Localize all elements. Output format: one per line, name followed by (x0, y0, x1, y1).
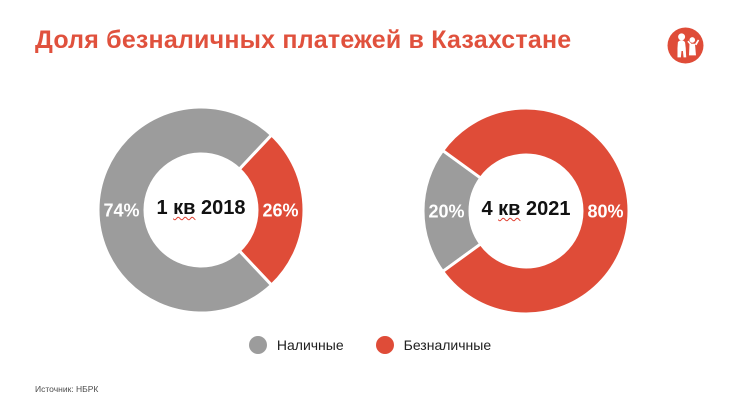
legend: Наличные Безналичные (0, 336, 740, 354)
donut-center-label: 4 кв 2021 (441, 198, 611, 221)
legend-item-label: Наличные (276, 337, 344, 353)
center-label-text: 4 (481, 198, 499, 220)
adult-and-child-people-logo-icon (667, 27, 704, 64)
donut-1q2018: 26% 74% (96, 105, 306, 315)
center-label-text: 2018 (195, 197, 246, 219)
percent-label-cash: 74% (103, 200, 139, 220)
center-label-marked-word: кв (173, 197, 196, 219)
center-label-text: 1 (156, 197, 174, 219)
source-note: Источник: НБРК (35, 384, 99, 394)
donut-slice-cashless (440, 106, 631, 316)
legend-item-cash: Наличные (248, 336, 344, 354)
donut-center-label: 1 кв 2018 (116, 197, 286, 220)
center-label-marked-word: кв (498, 198, 521, 220)
donut-4q2021: 20% 80% (421, 106, 631, 316)
legend-dot-cashless (375, 336, 394, 354)
center-label-text: 2021 (520, 198, 571, 220)
donut-slice-cash (96, 105, 274, 315)
legend-item-cashless: Безналичные (375, 336, 492, 354)
percent-label-cash: 20% (428, 201, 464, 221)
percent-label-cashless: 26% (262, 200, 298, 220)
page-title: Доля безналичных платежей в Казахстане (35, 26, 572, 54)
legend-dot-cash (248, 336, 267, 354)
donut-slice-cashless (237, 132, 306, 288)
legend-item-label: Безналичные (403, 337, 492, 353)
percent-label-cashless: 80% (587, 201, 623, 221)
